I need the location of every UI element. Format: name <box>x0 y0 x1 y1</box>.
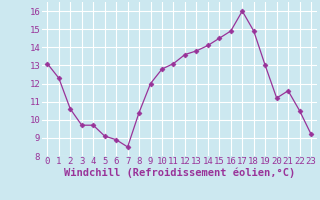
X-axis label: Windchill (Refroidissement éolien,°C): Windchill (Refroidissement éolien,°C) <box>64 168 295 178</box>
